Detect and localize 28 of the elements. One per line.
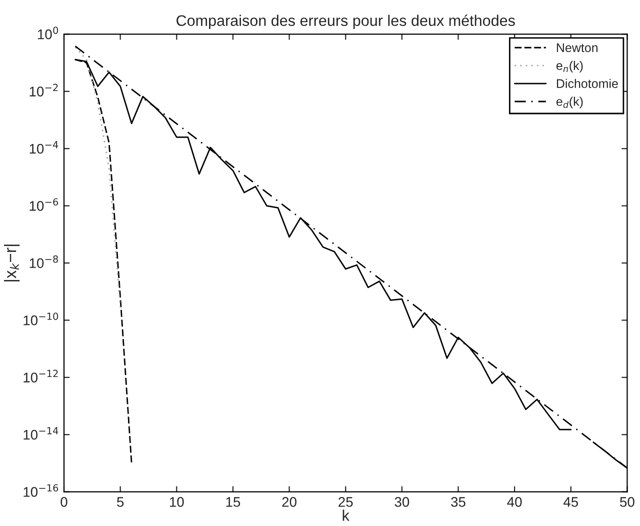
x-tick-label: 20 bbox=[282, 497, 296, 507]
x-tick-label: 30 bbox=[394, 497, 410, 507]
x-tick-label: 10 bbox=[170, 497, 184, 507]
line-series bbox=[74, 46, 122, 308]
legend-label: Newton bbox=[556, 43, 598, 52]
x-tick-label: 45 bbox=[563, 497, 578, 507]
x-tick-label: 5 bbox=[117, 497, 124, 507]
y-tick-label: 10$^{0}$ bbox=[38, 26, 58, 40]
y-tick-label: 10$^{−10}$ bbox=[24, 312, 58, 326]
y-tick-label: 10$^{−12}$ bbox=[24, 370, 58, 382]
x-tick-label: 25 bbox=[338, 497, 353, 507]
legend-label: e$_{n}$(k) bbox=[556, 60, 583, 72]
y-tick-label: 10$^{−4}$ bbox=[30, 141, 58, 154]
x-tick-label: 15 bbox=[226, 497, 240, 507]
y-tick-label: 10$^{−14}$ bbox=[24, 427, 58, 440]
x-axis-title: k bbox=[342, 510, 350, 521]
y-tick-label: 10$^{−8}$ bbox=[30, 255, 58, 268]
x-tick-label: 50 bbox=[620, 497, 634, 507]
legend-label: e$_{d}$(k) bbox=[556, 96, 583, 108]
y-tick-label: 10$^{−16}$ bbox=[24, 484, 58, 497]
chart-title: Comparaison des erreurs pour les deux méthodes bbox=[176, 14, 515, 30]
y-tick-label: 10$^{−2}$ bbox=[30, 84, 58, 96]
x-tick-label: 35 bbox=[451, 497, 466, 507]
x-tick-label: 40 bbox=[507, 497, 522, 507]
y-tick-label: 10$^{−6}$ bbox=[30, 198, 58, 211]
x-tick-label: 0 bbox=[60, 497, 68, 507]
y-axis-title: |x$_{k}$−r| bbox=[4, 244, 20, 282]
legend-label: Dichotomie bbox=[556, 78, 618, 88]
